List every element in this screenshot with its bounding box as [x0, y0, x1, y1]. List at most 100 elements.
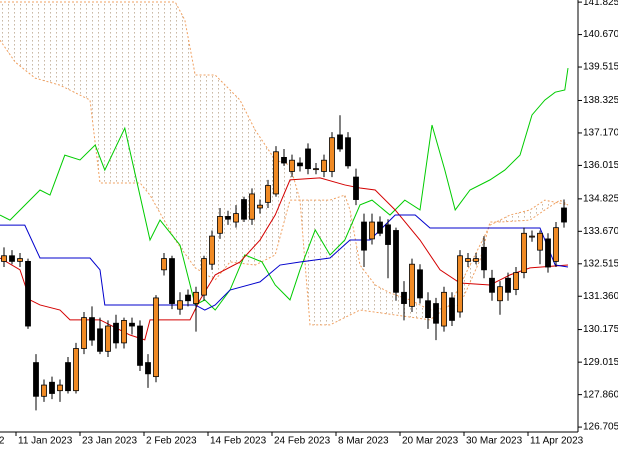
candle-body [81, 317, 87, 349]
candle-body [121, 320, 127, 344]
x-tick-label: 11 Jan 2023 [18, 436, 73, 447]
candle-body [313, 168, 319, 171]
candle-body [521, 232, 527, 274]
candle-body [265, 185, 271, 203]
candle-body [449, 297, 455, 321]
candle-body [321, 159, 327, 172]
span-line [0, 1, 569, 326]
x-tick-label: 23 Jan 2023 [82, 436, 137, 447]
candle-body [465, 258, 471, 262]
x-tick-label: 11 Apr 2023 [530, 436, 584, 447]
candle-body [153, 297, 159, 378]
y-tick-label: 136.015 [583, 160, 618, 171]
candle-body [505, 277, 511, 293]
candle-body [473, 258, 479, 262]
candle-body [273, 151, 279, 195]
y-tick-label: 130.175 [583, 324, 618, 335]
candle-body [345, 137, 351, 167]
x-tick-label: 2 [0, 436, 5, 447]
candle-body [73, 348, 79, 392]
candle-body [281, 156, 287, 164]
candle-body [553, 227, 559, 262]
candle-body [161, 258, 167, 271]
candle-body [1, 255, 7, 262]
plot-area [0, 1, 569, 411]
candle-body [385, 224, 391, 245]
y-tick-label: 127.860 [583, 389, 618, 400]
y-tick-label: 134.825 [583, 193, 618, 204]
candle-body [457, 255, 463, 313]
indicator-line [0, 214, 569, 311]
candle-body [481, 246, 487, 271]
x-tick-label: 8 Mar 2023 [338, 436, 389, 447]
y-tick-label: 132.515 [583, 258, 618, 269]
candle-body [337, 134, 343, 150]
candle-body [561, 207, 567, 223]
candle-body [497, 286, 503, 302]
candle-body [217, 216, 223, 234]
candle-body [249, 193, 255, 220]
candle-body [441, 291, 447, 327]
candle-body [225, 216, 231, 220]
x-tick-label: 24 Feb 2023 [274, 436, 331, 447]
candle-body [305, 148, 311, 170]
candle-body [137, 325, 143, 366]
candle-body [209, 235, 215, 265]
candle-body [41, 384, 47, 397]
x-tick-label: 2 Feb 2023 [146, 436, 197, 447]
y-tick-label: 138.325 [583, 95, 618, 106]
candle-body [425, 300, 431, 319]
candle-body [193, 291, 199, 304]
y-tick-label: 126.705 [583, 422, 618, 433]
candle-body [129, 322, 135, 327]
candle-body [417, 269, 423, 299]
candle-body [369, 221, 375, 240]
indicator-line [0, 67, 569, 311]
x-tick-label: 30 Mar 2023 [466, 436, 523, 447]
candle-body [377, 221, 383, 234]
candle-body [489, 277, 495, 293]
y-tick-label: 133.670 [583, 226, 618, 237]
candle-body [57, 384, 63, 392]
candle-body [537, 232, 543, 251]
y-tick-label: 139.515 [583, 62, 618, 73]
candle-body [105, 325, 111, 352]
candle-body [241, 199, 247, 220]
y-tick-label: 140.670 [583, 29, 618, 40]
candle-body [33, 362, 39, 397]
candle-body [433, 303, 439, 324]
candle-body [201, 258, 207, 296]
y-tick-label: 129.015 [583, 357, 618, 368]
candle-body [233, 213, 239, 223]
candle-body [65, 362, 71, 392]
candle-body [409, 263, 415, 307]
candle-body [401, 291, 407, 304]
y-tick-label: 137.170 [583, 128, 618, 139]
candle-body [529, 235, 535, 238]
candle-body [49, 381, 55, 394]
candle-body [289, 159, 295, 172]
candle-body [393, 230, 399, 293]
indicator-line [0, 177, 569, 341]
y-tick-label: 141.825 [583, 0, 618, 8]
candle-body [361, 221, 367, 251]
candle-body [353, 176, 359, 200]
candle-body [97, 328, 103, 352]
candle-body [169, 258, 175, 304]
candle-body [297, 162, 303, 167]
candle-body [329, 137, 335, 172]
candle-body [113, 322, 119, 344]
candle-body [545, 238, 551, 268]
x-tick-label: 14 Feb 2023 [210, 436, 267, 447]
candle-body [25, 260, 31, 327]
x-tick-label: 20 Mar 2023 [402, 436, 459, 447]
candle-body [9, 255, 15, 262]
candle-body [89, 317, 95, 341]
candle-body [257, 204, 263, 209]
candle-body [185, 294, 191, 302]
candle-body [145, 362, 151, 375]
candle-body [177, 300, 183, 310]
candle-body [513, 272, 519, 290]
